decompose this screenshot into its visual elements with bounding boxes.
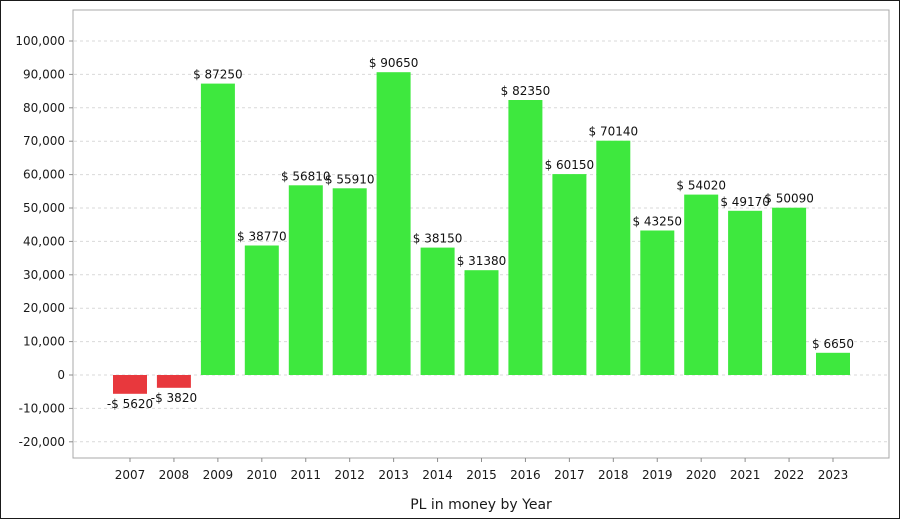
y-tick-label: 50,000 (23, 201, 65, 215)
data-label-2023: $ 6650 (812, 337, 854, 351)
y-tick-label: -10,000 (19, 401, 65, 415)
bars (113, 72, 850, 394)
bar-2022 (772, 207, 807, 375)
x-tick-label: 2009 (203, 468, 234, 482)
bar-2019 (640, 230, 675, 375)
x-tick-label: 2015 (466, 468, 497, 482)
data-label-2010: $ 38770 (237, 230, 287, 244)
bar-2009 (200, 83, 235, 375)
y-tick-label: 0 (57, 368, 65, 382)
bar-2010 (244, 245, 279, 375)
bar-2018 (596, 140, 631, 375)
data-label-2020: $ 54020 (676, 179, 726, 193)
data-label-2022: $ 50090 (764, 192, 814, 206)
x-tick-label: 2020 (686, 468, 717, 482)
bar-2014 (420, 247, 455, 375)
x-tick-label: 2012 (334, 468, 365, 482)
x-tick-label: 2014 (422, 468, 453, 482)
data-label-2011: $ 56810 (281, 169, 331, 183)
data-label-2008: -$ 3820 (151, 391, 197, 405)
data-label-2016: $ 82350 (501, 84, 551, 98)
y-tick-label: 80,000 (23, 101, 65, 115)
data-label-2014: $ 38150 (413, 232, 463, 246)
x-axis: 2007 2008 2009 2010 2011 2012 2013 2014 2015 2016… (115, 458, 849, 482)
x-tick-label: 2007 (115, 468, 146, 482)
x-tick-label: 2008 (159, 468, 190, 482)
bar-2011 (288, 185, 323, 375)
bar-2012 (332, 188, 367, 375)
y-tick-label: 100,000 (15, 34, 65, 48)
data-label-2007: -$ 5620 (107, 397, 153, 411)
y-tick-label: 20,000 (23, 301, 65, 315)
bar-2015 (464, 270, 499, 375)
y-tick-label: 10,000 (23, 335, 65, 349)
bar-2013 (376, 72, 411, 375)
bar-2007 (113, 375, 147, 394)
x-tick-label: 2021 (730, 468, 761, 482)
data-label-2017: $ 60150 (545, 158, 595, 172)
x-tick-label: 2023 (818, 468, 849, 482)
x-tick-label: 2016 (510, 468, 541, 482)
bar-2021 (728, 210, 763, 375)
x-tick-label: 2011 (290, 468, 321, 482)
y-axis: -20,000 -10,000 0 10,000 20,000 30,000 40,000 5… (15, 34, 73, 449)
bar-2023 (816, 352, 850, 375)
x-tick-label: 2022 (774, 468, 805, 482)
y-tick-label: 40,000 (23, 234, 65, 248)
data-label-2009: $ 87250 (193, 68, 243, 82)
x-tick-label: 2010 (247, 468, 278, 482)
bar-2016 (508, 100, 543, 375)
x-axis-title: PL in money by Year (410, 497, 552, 513)
y-tick-label: 30,000 (23, 268, 65, 282)
y-tick-label: -20,000 (19, 435, 65, 449)
y-tick-label: 70,000 (23, 134, 65, 148)
x-tick-label: 2013 (378, 468, 409, 482)
x-tick-label: 2018 (598, 468, 629, 482)
data-label-2013: $ 90650 (369, 56, 419, 70)
bar-2020 (684, 194, 719, 375)
data-labels: -$ 5620-$ 3820 $ 87250 $ 38770 $ 56810$ 559… (107, 56, 854, 411)
x-tick-label: 2017 (554, 468, 585, 482)
y-tick-label: 90,000 (23, 67, 65, 81)
bar-2017 (552, 174, 587, 375)
data-label-2015: $ 31380 (457, 254, 507, 268)
x-tick-label: 2019 (642, 468, 673, 482)
bar-2008 (156, 375, 191, 388)
data-label-2021: $ 49170 (720, 195, 770, 209)
y-tick-label: 60,000 (23, 168, 65, 182)
data-label-2019: $ 43250 (632, 215, 682, 229)
data-label-2018: $ 70140 (589, 125, 639, 139)
data-label-2012: $ 55910 (325, 172, 375, 186)
